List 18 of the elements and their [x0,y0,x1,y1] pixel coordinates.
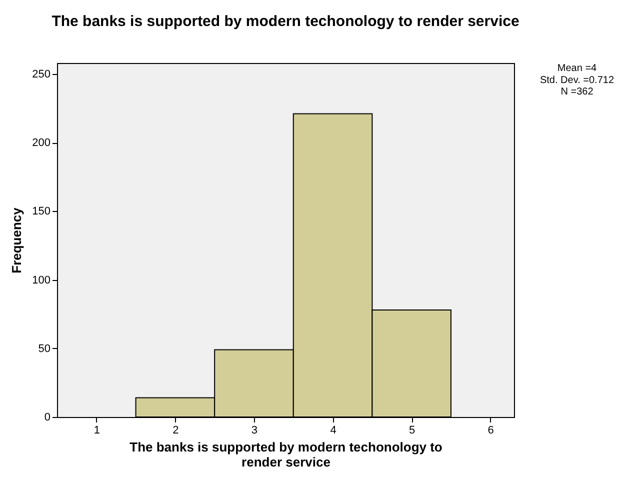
chart-title: The banks is supported by modern techonology to render service [52,13,520,30]
text: Mean =4 [557,63,598,74]
text: N =362 [560,86,594,98]
y-tick-label: 250 [32,68,50,80]
y-tick-label: 150 [32,206,50,218]
y-axis-title: Frequency [9,206,24,274]
x-tick-label: 5 [409,424,416,436]
y-tick-label: 0 [44,412,50,424]
x-tick-label: 4 [330,424,336,436]
x-tick-label: 1 [94,424,100,436]
y-tick-label: 100 [32,274,50,286]
x-tick-label: 3 [251,424,258,436]
y-tick-label: 200 [32,137,50,150]
text: Std. Dev. =0.712 [540,74,614,86]
x-tick-label: 6 [488,424,494,436]
x-axis-title: The banks is supported by modern techonology to render service [130,440,442,470]
x-tick-label: 2 [172,424,179,436]
y-tick-label: 50 [38,342,50,355]
